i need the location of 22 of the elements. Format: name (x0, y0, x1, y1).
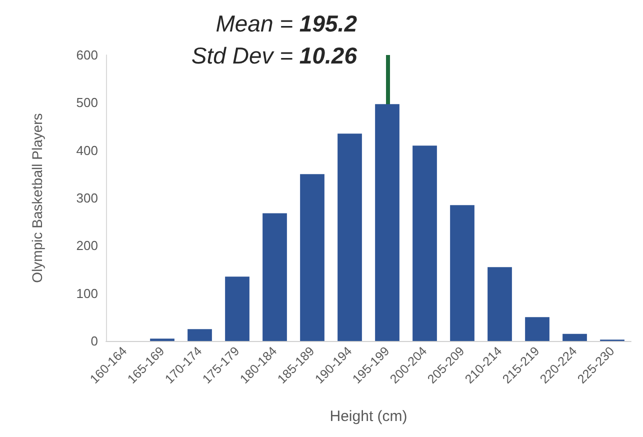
bar (488, 267, 512, 341)
bar (412, 146, 437, 341)
bar (188, 329, 212, 341)
y-tick-label: 600 (76, 48, 98, 62)
x-axis-title: Height (cm) (330, 408, 408, 425)
y-tick-label: 200 (76, 238, 98, 254)
annotation: Std Dev = 10.26 (191, 42, 358, 68)
bar (338, 134, 362, 341)
bar (450, 205, 474, 341)
bar (375, 104, 400, 341)
bar (562, 334, 587, 341)
bar (262, 213, 287, 341)
bar (225, 276, 250, 341)
text: Mean = 195.2 (216, 10, 358, 36)
bar (525, 317, 550, 341)
y-tick-label: 0 (90, 334, 98, 348)
y-tick-label: 100 (76, 286, 98, 301)
y-axis-title: Olympic Basketball Players (29, 113, 45, 283)
y-tick-label: 400 (76, 142, 98, 158)
bar (300, 174, 324, 341)
y-tick-label: 500 (76, 95, 98, 110)
y-tick-label: 300 (76, 190, 98, 206)
